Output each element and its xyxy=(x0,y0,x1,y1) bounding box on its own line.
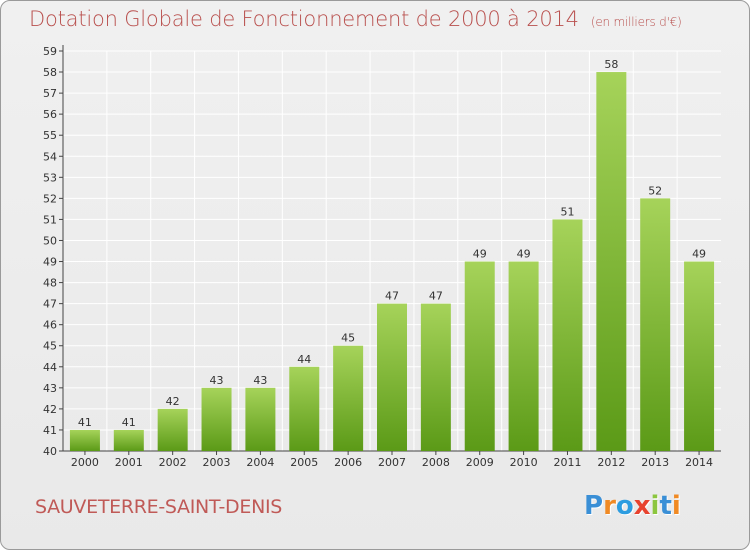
data-label: 43 xyxy=(210,374,224,387)
y-tick-label: 45 xyxy=(43,340,57,353)
bar xyxy=(684,261,715,451)
bar xyxy=(245,387,276,451)
y-tick-label: 48 xyxy=(43,277,57,290)
y-tick-label: 55 xyxy=(43,129,57,142)
data-labels: 41 41 42 43 43 44 45 47 47 49 49 51 58 52 49 xyxy=(78,58,706,429)
y-tick-label: 50 xyxy=(43,234,57,247)
bar xyxy=(640,198,671,451)
bar xyxy=(201,387,232,451)
data-label: 52 xyxy=(648,184,662,197)
data-label: 45 xyxy=(341,332,355,345)
x-tick-label: 2000 xyxy=(71,456,99,469)
bar xyxy=(157,408,188,451)
bar xyxy=(420,303,451,451)
data-label: 49 xyxy=(473,248,487,261)
bar xyxy=(69,429,100,451)
commune-name: SAUVETERRE-SAINT-DENIS xyxy=(35,496,283,518)
y-tick-label: 46 xyxy=(43,319,57,332)
y-tick-label: 42 xyxy=(43,403,57,416)
y-tick-label: 58 xyxy=(43,66,57,79)
x-tick-label: 2001 xyxy=(115,456,143,469)
y-tick-label: 43 xyxy=(43,382,57,395)
data-label: 43 xyxy=(253,374,267,387)
bar xyxy=(333,345,364,451)
x-tick-label: 2014 xyxy=(685,456,713,469)
logo-letter: P xyxy=(584,491,604,521)
chart-title: Dotation Globale de Fonctionnement de 20… xyxy=(29,7,682,31)
x-tick-label: 2010 xyxy=(510,456,538,469)
logo-letter: i xyxy=(671,491,681,521)
x-tick-label: 2003 xyxy=(203,456,231,469)
data-label: 49 xyxy=(517,248,531,261)
bar xyxy=(552,219,583,451)
logo-letter: x xyxy=(633,491,651,521)
bar xyxy=(113,429,144,451)
y-tick-label: 40 xyxy=(43,445,57,458)
bar xyxy=(508,261,539,451)
y-tick-label: 59 xyxy=(43,45,57,58)
chart-title-text: Dotation Globale de Fonctionnement de 20… xyxy=(29,7,579,31)
logo-letter: r xyxy=(603,491,616,521)
bar xyxy=(289,366,320,451)
x-tick-label: 2013 xyxy=(641,456,669,469)
bar xyxy=(596,72,627,451)
y-tick-label: 52 xyxy=(43,192,57,205)
y-tick-label: 44 xyxy=(43,361,57,374)
logo-letter: o xyxy=(615,491,634,521)
y-tick-labels: 40 41 42 43 44 45 46 47 48 49 50 51 52 53 54 55 56 57 58 59 xyxy=(43,45,57,458)
bar xyxy=(464,261,495,451)
x-tick-label: 2002 xyxy=(159,456,187,469)
chart-unit: (en milliers d'€) xyxy=(590,15,682,29)
x-tick-label: 2008 xyxy=(422,456,450,469)
data-label: 44 xyxy=(297,353,311,366)
x-tick-label: 2009 xyxy=(466,456,494,469)
x-tick-label: 2012 xyxy=(597,456,625,469)
x-tick-labels: 2000 2001 2002 2003 2004 2005 2006 2007 2008 2009… xyxy=(71,456,713,469)
data-label: 47 xyxy=(385,290,399,303)
data-label: 41 xyxy=(78,416,92,429)
y-tick-label: 54 xyxy=(43,150,57,163)
y-tick-label: 41 xyxy=(43,424,57,437)
x-tick-label: 2006 xyxy=(334,456,362,469)
y-tick-label: 57 xyxy=(43,87,57,100)
logo-letter: t xyxy=(659,491,672,521)
x-tick-label: 2005 xyxy=(290,456,318,469)
y-tick-label: 51 xyxy=(43,213,57,226)
bar xyxy=(377,303,407,451)
data-label: 41 xyxy=(122,416,136,429)
data-label: 47 xyxy=(429,290,443,303)
y-tick-label: 47 xyxy=(43,298,57,311)
x-tick-label: 2004 xyxy=(246,456,274,469)
bars xyxy=(69,72,715,451)
data-label: 49 xyxy=(692,248,706,261)
data-label: 58 xyxy=(604,58,618,71)
x-tick-label: 2011 xyxy=(553,456,581,469)
data-label: 42 xyxy=(166,395,180,408)
logo-letter: i xyxy=(650,491,660,521)
x-tick-label: 2007 xyxy=(378,456,406,469)
data-label: 51 xyxy=(560,205,574,218)
y-tick-label: 49 xyxy=(43,256,57,269)
y-tick-label: 56 xyxy=(43,108,57,121)
proxiti-logo: Proxiti xyxy=(584,491,681,521)
y-tick-label: 53 xyxy=(43,171,57,184)
